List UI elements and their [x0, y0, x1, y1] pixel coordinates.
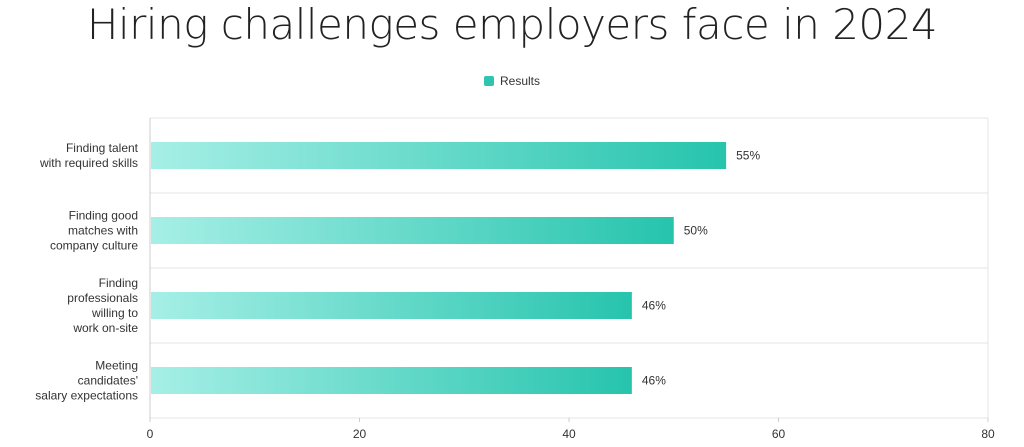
- data-label: 50%: [684, 224, 708, 238]
- category-label-line: Finding good: [69, 209, 138, 223]
- category-label-line: work on-site: [72, 321, 138, 335]
- legend-label: Results: [499, 74, 540, 88]
- grid-lines: [149, 117, 989, 422]
- bar[interactable]: [151, 217, 674, 244]
- chart-title: Hiring challenges employers face in 2024: [86, 0, 938, 49]
- x-tick-label: 80: [981, 427, 995, 441]
- bar[interactable]: [151, 367, 632, 394]
- category-label-line: salary expectations: [35, 389, 138, 403]
- category-label-line: professionals: [67, 291, 138, 305]
- category-label-line: with required skills: [39, 156, 138, 170]
- labels: 0 20 40 60 80 55% Finding talent with required …: [35, 141, 995, 441]
- x-tick-label: 20: [353, 427, 367, 441]
- category-label-line: candidates': [78, 374, 138, 388]
- chart-legend[interactable]: Results: [0, 74, 1024, 88]
- category-label-line: willing to: [91, 306, 138, 320]
- category-label-line: Finding: [99, 276, 138, 290]
- category-label-line: Finding talent: [66, 141, 139, 155]
- data-label: 46%: [642, 374, 666, 388]
- x-tick-label: 40: [562, 427, 576, 441]
- x-tick-label: 60: [772, 427, 786, 441]
- data-label: 55%: [736, 149, 760, 163]
- category-label: Finding good matches with company culture: [50, 209, 138, 253]
- category-label: Meeting candidates' salary expectations: [35, 359, 138, 403]
- legend-swatch: [483, 76, 494, 86]
- x-tick-label: 0: [147, 427, 154, 441]
- category-label: Finding talent with required skills: [39, 141, 139, 170]
- data-label: 46%: [642, 299, 666, 313]
- category-label-line: Meeting: [95, 359, 138, 373]
- category-label-line: matches with: [68, 224, 138, 238]
- category-label: Finding professionals willing to work on-si…: [67, 276, 138, 335]
- category-label-line: company culture: [50, 239, 138, 253]
- bar[interactable]: [151, 142, 727, 169]
- bars: [151, 142, 727, 394]
- bar[interactable]: [151, 292, 632, 319]
